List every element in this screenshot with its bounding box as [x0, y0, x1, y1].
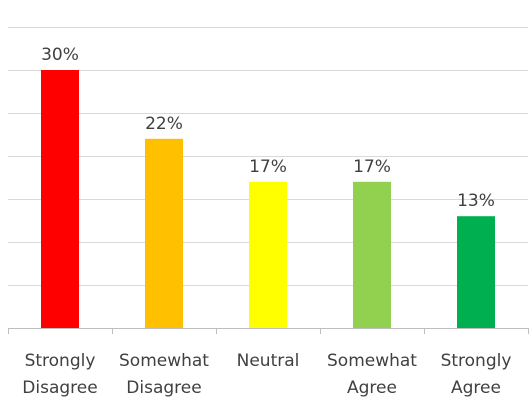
bar: [41, 70, 79, 328]
data-label: 17%: [353, 157, 391, 177]
x-tick-label: Strongly: [25, 351, 96, 371]
x-tick-label: Neutral: [237, 351, 300, 371]
x-tick-label: Disagree: [22, 378, 97, 398]
x-tick-label: Disagree: [126, 378, 201, 398]
x-tick-label: Strongly: [441, 351, 512, 371]
bar: [457, 216, 495, 328]
data-labels: 30% 22% 17% 17% 13%: [41, 45, 495, 211]
bar: [353, 181, 391, 328]
x-tick-label: Agree: [347, 378, 397, 398]
x-tick-label: Agree: [451, 378, 501, 398]
data-label: 30%: [41, 45, 79, 65]
x-axis: Strongly Disagree Somewhat Disagree Neutral S…: [8, 328, 529, 398]
bar: [145, 138, 183, 328]
bar: [249, 181, 287, 328]
data-label: 17%: [249, 157, 287, 177]
x-tick-label: Somewhat: [327, 351, 417, 371]
data-label: 22%: [145, 114, 183, 134]
x-tick-label: Somewhat: [119, 351, 209, 371]
data-label: 13%: [457, 191, 495, 211]
bars: [41, 70, 495, 328]
